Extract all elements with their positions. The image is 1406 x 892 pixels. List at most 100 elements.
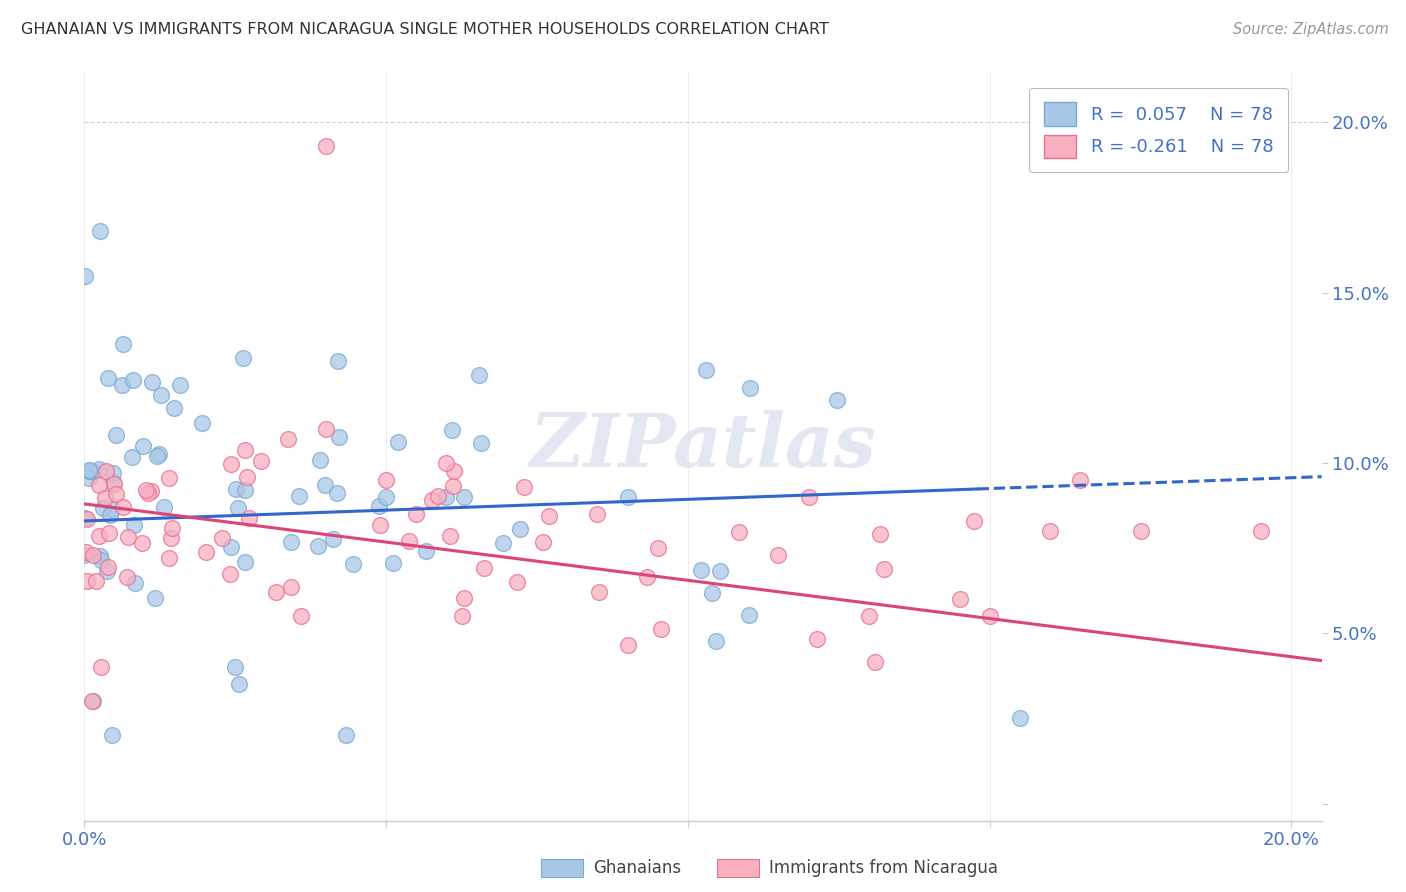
Point	[77, 463, 100, 477]
Point	[468, 368, 491, 382]
Point	[75, 545, 97, 559]
Point	[82, 464, 104, 478]
Point	[89, 529, 111, 543]
Point	[233, 483, 256, 497]
Point	[143, 591, 166, 605]
Point	[451, 609, 474, 624]
Point	[103, 475, 125, 489]
Point	[368, 518, 391, 533]
Point	[89, 477, 111, 491]
Point	[159, 551, 181, 566]
Point	[110, 377, 132, 392]
Point	[728, 524, 751, 539]
Point	[97, 526, 120, 541]
Point	[586, 507, 609, 521]
Point	[103, 476, 125, 491]
Point	[617, 638, 640, 652]
Point	[858, 609, 880, 624]
Point	[73, 511, 96, 525]
Point	[146, 450, 169, 464]
Point	[436, 456, 458, 470]
Point	[152, 500, 174, 515]
Point	[513, 480, 536, 494]
Point	[169, 377, 191, 392]
Text: ZIPatlas: ZIPatlas	[530, 409, 876, 483]
Point	[307, 539, 329, 553]
Point	[825, 392, 848, 407]
Legend: R =  0.057    N = 78, R = -0.261    N = 78: R = 0.057 N = 78, R = -0.261 N = 78	[1029, 88, 1288, 172]
Point	[225, 483, 247, 497]
Point	[100, 501, 122, 516]
Point	[368, 499, 391, 513]
Point	[441, 479, 464, 493]
Point	[636, 569, 658, 583]
Point	[162, 401, 184, 416]
Point	[1129, 524, 1152, 538]
Point	[233, 555, 256, 569]
Point	[91, 500, 114, 515]
Point	[288, 490, 311, 504]
Point	[228, 677, 250, 691]
Point	[321, 533, 343, 547]
Point	[159, 531, 181, 545]
Point	[226, 501, 249, 516]
Point	[315, 422, 337, 436]
Text: Immigrants from Nicaragua: Immigrants from Nicaragua	[769, 859, 998, 877]
Point	[443, 464, 465, 478]
Point	[96, 463, 118, 477]
Point	[135, 483, 157, 498]
Point	[439, 529, 461, 543]
Point	[75, 268, 97, 283]
Point	[387, 434, 409, 449]
Point	[962, 515, 984, 529]
Point	[101, 467, 124, 481]
Point	[98, 508, 121, 522]
Point	[979, 609, 1001, 624]
Point	[647, 541, 669, 556]
Point	[96, 371, 118, 385]
Point	[766, 548, 789, 562]
Point	[453, 490, 475, 504]
Point	[398, 533, 420, 548]
Point	[160, 521, 183, 535]
Point	[873, 562, 896, 576]
Point	[328, 430, 350, 444]
Point	[405, 507, 427, 521]
Point	[375, 490, 398, 504]
Point	[538, 509, 561, 524]
Point	[738, 608, 761, 623]
Point	[314, 478, 336, 492]
Point	[94, 491, 117, 506]
Point	[315, 139, 337, 153]
Point	[76, 574, 98, 589]
Point	[157, 471, 180, 485]
Point	[104, 428, 127, 442]
Point	[235, 443, 257, 458]
Point	[869, 527, 891, 541]
Point	[124, 575, 146, 590]
Point	[470, 436, 492, 450]
Point	[96, 564, 118, 578]
Point	[381, 556, 404, 570]
Point	[948, 592, 970, 607]
Point	[797, 490, 820, 504]
Point	[863, 655, 886, 669]
Point	[1069, 473, 1091, 487]
Point	[82, 694, 104, 708]
Point	[309, 453, 332, 467]
Point	[89, 549, 111, 563]
Point	[194, 545, 217, 559]
Point	[700, 586, 723, 600]
Point	[335, 729, 357, 743]
Point	[375, 473, 398, 487]
Point	[224, 660, 246, 674]
Point	[342, 557, 364, 571]
Point	[111, 500, 134, 515]
Point	[441, 424, 464, 438]
Point	[436, 490, 458, 504]
Point	[219, 540, 242, 554]
Point	[738, 381, 761, 395]
Point	[806, 632, 828, 646]
Point	[111, 336, 134, 351]
Point	[141, 375, 163, 389]
